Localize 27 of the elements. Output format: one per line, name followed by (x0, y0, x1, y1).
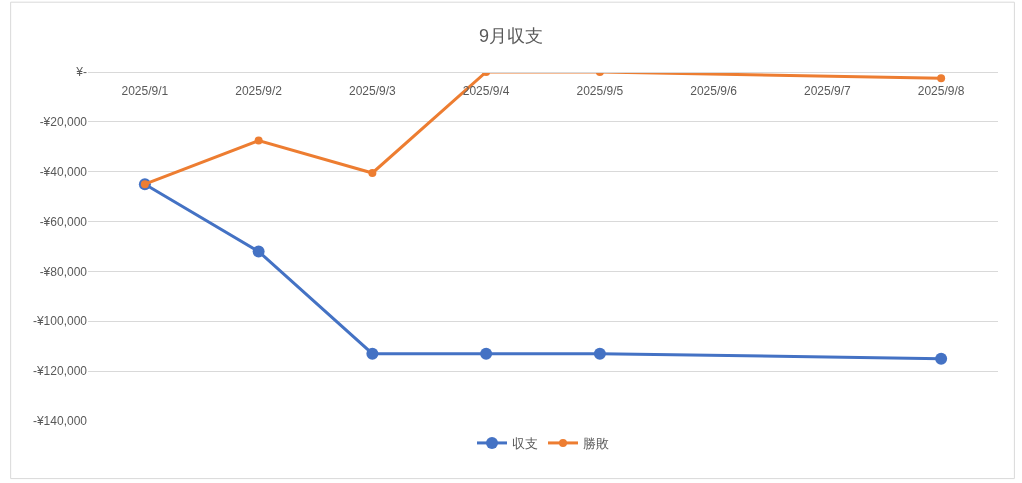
x-tick-label: 2025/9/8 (917, 84, 965, 99)
x-tick-label: 2025/9/1 (121, 84, 169, 99)
point (593, 347, 606, 360)
x-tick-label: 2025/9/7 (804, 84, 852, 99)
chart-title: 9月収支 (478, 25, 544, 46)
y-tick-label: -¥60,000 (39, 214, 88, 229)
x-tick-label: 2025/9/5 (576, 84, 624, 99)
y-tick-label: -¥120,000 (32, 364, 88, 379)
y-tick-label: -¥100,000 (32, 314, 88, 329)
x-tick-label: 2025/9/3 (349, 84, 397, 99)
y-tick-label: -¥140,000 (32, 414, 88, 429)
point (937, 74, 946, 83)
x-tick-label: 2025/9/4 (462, 84, 510, 99)
x-tick-label: 2025/9/6 (690, 84, 738, 99)
point (368, 168, 377, 177)
y-tick-label: ¥- (75, 65, 87, 80)
y-tick-label: -¥20,000 (39, 115, 88, 130)
legend-label: 勝敗 (583, 436, 609, 451)
point (480, 347, 493, 360)
point (252, 245, 265, 258)
y-tick-label: -¥80,000 (39, 264, 88, 279)
point (935, 352, 948, 365)
legend-label: 収支 (512, 436, 538, 451)
point (254, 136, 263, 145)
x-tick-label: 2025/9/2 (235, 84, 283, 99)
point (366, 347, 379, 360)
y-tick-label: -¥40,000 (39, 164, 88, 179)
